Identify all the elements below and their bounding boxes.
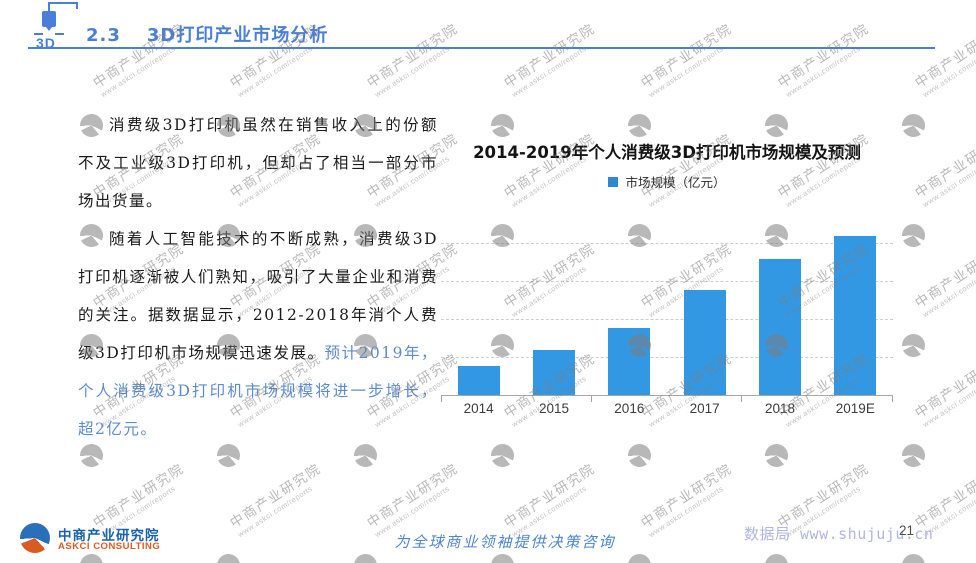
- watermark-text: 中商产业研究院 www.askci.com/reports: [364, 460, 461, 539]
- section-title: 2.3 3D打印产业市场分析: [86, 21, 328, 47]
- watermark: 中商产业研究院 www.askci.com/reports: [628, 21, 760, 144]
- legend-swatch-icon: [608, 176, 619, 187]
- gridline: [441, 319, 893, 320]
- 3d-printer-icon: 3D: [24, 0, 86, 56]
- gridline: [441, 357, 893, 358]
- askci-logo-icon: [20, 523, 50, 553]
- x-axis-line: [441, 395, 893, 396]
- bar-slot: [516, 216, 591, 396]
- watermark-text: 中商产业研究院 www.askci.com/reports: [775, 20, 872, 99]
- watermark-logo-icon: [902, 444, 925, 467]
- watermark-logo-icon: [628, 444, 651, 467]
- x-tick-label: 2017: [689, 401, 720, 416]
- x-axis-labels: 2014 2015 2016 2017 2018 2019E: [441, 401, 893, 416]
- bar-2019E: [834, 236, 877, 396]
- watermark-logo-icon: [765, 114, 788, 137]
- paragraph-2: 随着人工智能技术的不断成熟，消费级3D打印机逐渐被人们熟知，吸引了大量企业和消费…: [78, 220, 438, 448]
- axis-tick: [441, 396, 442, 402]
- bar-2016: [608, 327, 651, 396]
- watermark: 中商产业研究院 www.askci.com/reports: [902, 21, 976, 144]
- gridline: [441, 281, 893, 282]
- chart-bars: [441, 216, 893, 396]
- section-title-text: 3D打印产业市场分析: [146, 25, 329, 46]
- x-tick-label: 2019E: [835, 401, 875, 416]
- watermark: 中商产业研究院 www.askci.com/reports: [491, 21, 623, 144]
- printer-icon-label: 3D: [36, 35, 56, 51]
- body-text-block: 消费级3D打印机虽然在销售收入上的份额不及工业级3D打印机，但却占了相当一部分市…: [78, 106, 438, 448]
- watermark-text: 中商产业研究院 www.askci.com/reports: [775, 130, 872, 209]
- watermark-text: 中商产业研究院 www.askci.com/reports: [638, 20, 735, 99]
- bar-slot: [441, 216, 516, 396]
- paragraph-2-forecast-text: 预计2019年，个人消费级3D打印机市场规模将进一步增长，超2亿元。: [78, 344, 438, 438]
- watermark: 中商产业研究院 www.askci.com/reports: [902, 351, 976, 474]
- watermark-logo-icon: [765, 554, 788, 563]
- gridline: [441, 243, 893, 244]
- x-tick-label: 2016: [614, 401, 645, 416]
- watermark-text: 中商产业研究院 www.askci.com/reports: [912, 130, 976, 209]
- footer-slogan: 为全球商业领袖提供决策咨询: [394, 533, 616, 551]
- paragraph-2-text: 随着人工智能技术的不断成熟，消费级3D打印机逐渐被人们熟知，吸引了大量企业和消费…: [78, 230, 438, 362]
- watermark-logo-icon: [491, 114, 514, 137]
- legend-label: 市场规模（亿元）: [625, 176, 726, 190]
- section-number: 2.3: [86, 25, 121, 46]
- watermark-text: 中商产业研究院 www.askci.com/reports: [912, 240, 976, 319]
- page-number: 21: [899, 523, 915, 538]
- paragraph-1: 消费级3D打印机虽然在销售收入上的份额不及工业级3D打印机，但却占了相当一部分市…: [78, 116, 438, 210]
- watermark-logo-icon: [765, 444, 788, 467]
- watermark-text: 中商产业研究院 www.askci.com/reports: [638, 460, 735, 539]
- title-underline: [28, 47, 935, 49]
- bar-slot: [742, 216, 817, 396]
- watermark: 中商产业研究院 www.askci.com/reports: [902, 241, 976, 364]
- askci-logo-name-en: ASKCI CONSULTING: [58, 541, 161, 552]
- watermark-logo-icon: [491, 444, 514, 467]
- watermark-logo-icon: [902, 224, 925, 247]
- watermark-logo-icon: [628, 554, 651, 563]
- chart-legend: 市场规模（亿元）: [440, 172, 894, 191]
- bar-slot: [592, 216, 667, 396]
- bar-slot: [667, 216, 742, 396]
- axis-tick: [591, 396, 592, 402]
- bar-2014: [457, 365, 500, 396]
- watermark-text: 中商产业研究院 www.askci.com/reports: [638, 130, 735, 209]
- axis-tick: [741, 396, 742, 402]
- askci-logo: 中商产业研究院 ASKCI CONSULTING: [20, 521, 250, 557]
- watermark: 中商产业研究院 www.askci.com/reports: [765, 21, 897, 144]
- x-tick-label: 2018: [764, 401, 795, 416]
- watermark-text: 中商产业研究院 www.askci.com/reports: [501, 20, 598, 99]
- watermark-logo-icon: [902, 114, 925, 137]
- watermark-logo-icon: [902, 554, 925, 563]
- watermark-logo-icon: [902, 334, 925, 357]
- chart-plot-area: [441, 216, 893, 402]
- bar-2018: [758, 259, 801, 396]
- watermark-text: 中商产业研究院 www.askci.com/reports: [501, 460, 598, 539]
- bar-2015: [532, 350, 575, 396]
- watermark-logo-icon: [628, 114, 651, 137]
- axis-tick: [892, 396, 893, 402]
- watermark-text: 中商产业研究院 www.askci.com/reports: [364, 20, 461, 99]
- shujuju-link[interactable]: 数据局 www.shujuju.cn: [744, 525, 934, 543]
- watermark-logo-icon: [491, 554, 514, 563]
- bar-slot: [818, 216, 893, 396]
- bar-2017: [683, 289, 726, 396]
- chart-title: 2014-2019年个人消费级3D打印机市场规模及预测: [473, 143, 861, 162]
- watermark-logo-icon: [354, 554, 377, 563]
- askci-logo-name-cn: 中商产业研究院: [58, 528, 160, 543]
- watermark-text: 中商产业研究院 www.askci.com/reports: [912, 350, 976, 429]
- watermark: 中商产业研究院 www.askci.com/reports: [902, 131, 976, 254]
- x-tick-label: 2014: [463, 401, 494, 416]
- watermark-text: 中商产业研究院 www.askci.com/reports: [912, 20, 976, 99]
- x-tick-label: 2015: [538, 401, 570, 416]
- watermark-text: 中商产业研究院 www.askci.com/reports: [501, 130, 598, 209]
